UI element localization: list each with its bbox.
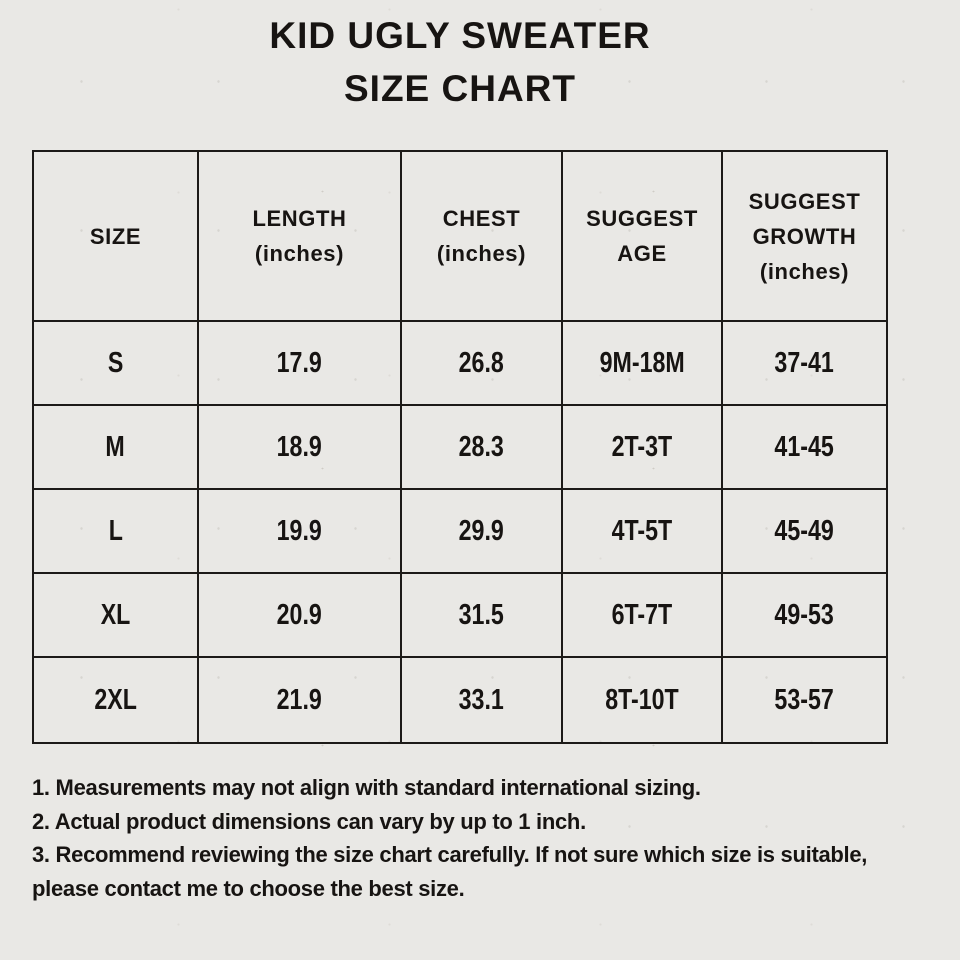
age-value: 9M-18M — [599, 346, 685, 379]
cell-size: M — [34, 406, 199, 490]
age-value: 4T-5T — [611, 514, 673, 547]
page-title-line1: KID UGLY SWEATER — [269, 15, 651, 56]
column-header-length: LENGTH (inches) — [199, 152, 402, 322]
cell-age: 2T-3T — [563, 406, 723, 490]
cell-growth: 53-57 — [723, 658, 886, 742]
cell-age: 6T-7T — [563, 574, 723, 658]
chest-value: 31.5 — [458, 598, 505, 631]
cell-length: 20.9 — [199, 574, 402, 658]
chest-value: 26.8 — [458, 346, 505, 379]
chest-value: 33.1 — [458, 683, 505, 716]
cell-growth: 49-53 — [723, 574, 886, 658]
cell-length: 18.9 — [199, 406, 402, 490]
cell-size: S — [34, 322, 199, 406]
age-value: 8T-10T — [605, 683, 679, 716]
length-value: 20.9 — [276, 598, 323, 631]
growth-value: 45-49 — [774, 514, 835, 547]
cell-chest: 28.3 — [402, 406, 563, 490]
length-value: 19.9 — [276, 514, 323, 547]
footnote-2: 2. Actual product dimensions can vary by… — [32, 808, 586, 834]
cell-age: 8T-10T — [563, 658, 723, 742]
footnote-3: 3. Recommend reviewing the size chart ca… — [32, 842, 868, 901]
content-area: KID UGLY SWEATER SIZE CHART SIZE LENGTH … — [32, 0, 888, 905]
column-header-suggest-age: SUGGEST AGE — [563, 152, 723, 322]
size-value: L — [108, 514, 123, 547]
cell-length: 17.9 — [199, 322, 402, 406]
page-title: KID UGLY SWEATER SIZE CHART — [32, 15, 888, 110]
length-value: 17.9 — [276, 346, 323, 379]
column-header-size: SIZE — [34, 152, 199, 322]
growth-value: 41-45 — [774, 430, 835, 463]
cell-age: 4T-5T — [563, 490, 723, 574]
cell-chest: 31.5 — [402, 574, 563, 658]
length-value: 18.9 — [276, 430, 323, 463]
length-value: 21.9 — [276, 683, 323, 716]
size-value: XL — [100, 598, 131, 631]
cell-growth: 37-41 — [723, 322, 886, 406]
size-chart-table: SIZE LENGTH (inches) CHEST (inches) SUGG… — [32, 150, 888, 744]
cell-chest: 29.9 — [402, 490, 563, 574]
age-value: 2T-3T — [611, 430, 673, 463]
cell-chest: 33.1 — [402, 658, 563, 742]
growth-value: 37-41 — [774, 346, 835, 379]
page-title-line2: SIZE CHART — [344, 68, 576, 109]
footnote-1: 1. Measurements may not align with stand… — [32, 775, 701, 800]
cell-age: 9M-18M — [563, 322, 723, 406]
size-value: S — [107, 346, 124, 379]
cell-growth: 41-45 — [723, 406, 886, 490]
column-header-chest: CHEST (inches) — [402, 152, 563, 322]
growth-value: 53-57 — [774, 683, 835, 716]
size-value: M — [105, 430, 126, 463]
size-value: 2XL — [94, 683, 137, 716]
cell-length: 19.9 — [199, 490, 402, 574]
cell-growth: 45-49 — [723, 490, 886, 574]
footnotes: 1. Measurements may not align with stand… — [32, 771, 888, 905]
age-value: 6T-7T — [611, 598, 673, 631]
column-header-suggest-growth: SUGGEST GROWTH (inches) — [723, 152, 886, 322]
cell-size: 2XL — [34, 658, 199, 742]
cell-size: L — [34, 490, 199, 574]
cell-length: 21.9 — [199, 658, 402, 742]
cell-chest: 26.8 — [402, 322, 563, 406]
chest-value: 29.9 — [458, 514, 505, 547]
cell-size: XL — [34, 574, 199, 658]
growth-value: 49-53 — [774, 598, 835, 631]
chest-value: 28.3 — [458, 430, 505, 463]
